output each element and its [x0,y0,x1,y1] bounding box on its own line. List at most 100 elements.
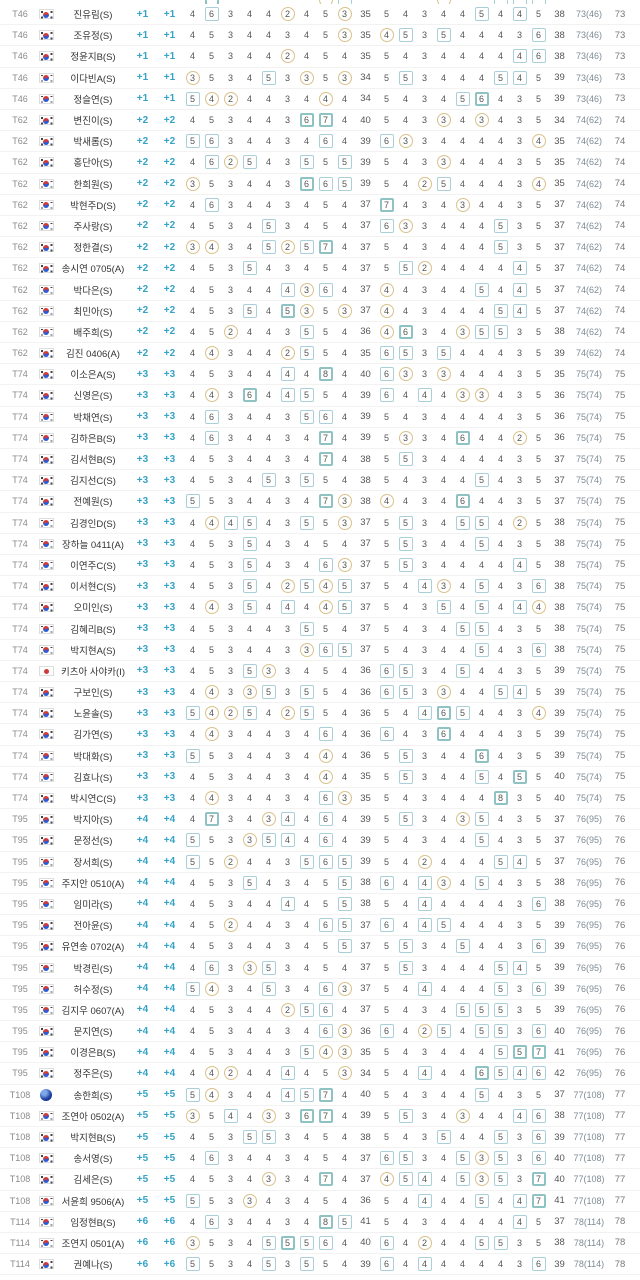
par-score: 3 [284,454,290,465]
par-score: 3 [516,983,522,994]
hole-score: 3 [453,385,472,406]
hole-score: 4 [183,152,202,173]
today-score: +4 [136,983,149,995]
total-to-par: +2 [163,326,176,338]
total-strokes: 75 [614,792,626,804]
hole-score: 4 [453,46,472,67]
par-score: 4 [341,284,347,295]
par-score: 3 [284,538,290,549]
hole-score [491,0,510,4]
par-score: 3 [421,369,427,380]
par-score: 3 [227,602,233,613]
today-score: +5 [136,1195,149,1207]
par-score: 4 [265,729,271,740]
bogey-box: 5 [398,28,413,43]
hole-score: 4 [259,554,278,575]
hole-score: 4 [453,788,472,809]
par-score: 4 [497,9,503,20]
birdie-circle: 4 [531,706,546,721]
flag-cell [35,178,57,189]
country-flag-icon-kr [38,538,54,549]
hole-score: 5 [240,872,259,893]
birdie-circle: 4 [531,600,546,615]
par-score: 4 [341,962,347,973]
bogey-box: 5 [242,557,257,572]
par-score: 3 [227,432,233,443]
hole-score: 4 [453,872,472,893]
hole-score: 3 [415,724,434,745]
par-score: 3 [421,284,427,295]
hole-score: 7 [316,1169,335,1190]
par-score: 4 [246,348,252,359]
hole-score: 5 [396,1105,415,1126]
hole-score: 4 [491,364,510,385]
bogey-box: 6 [531,1024,546,1039]
par-score: 5 [535,326,541,337]
hole-score: 4 [491,449,510,470]
hole-score: 3 [415,618,434,639]
